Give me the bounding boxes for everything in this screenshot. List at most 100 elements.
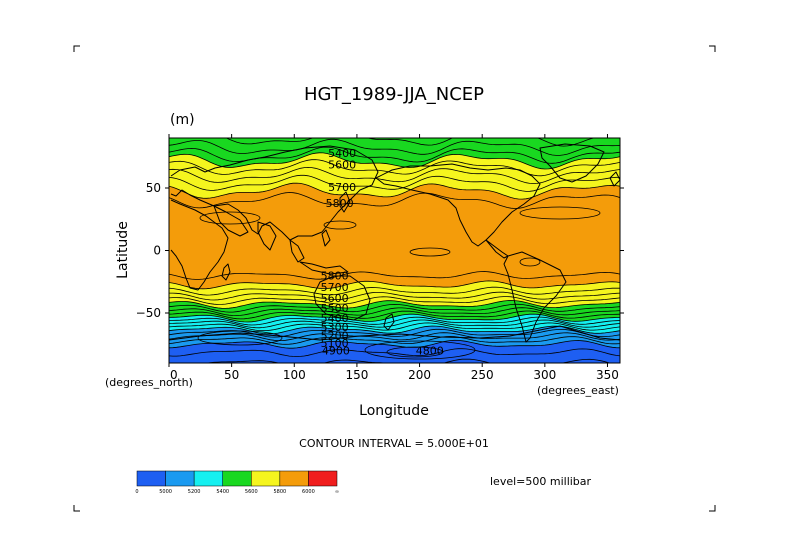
contour-label: 5500 [321,302,349,315]
closed-contours [197,206,601,360]
contour-labels: 5400560057005800580057005600550054005300… [321,147,444,358]
contour-s-5200 [169,325,620,335]
contour-interval-text: CONTOUR INTERVAL = 5.000E+01 [299,437,489,450]
contour-label: 5600 [321,292,349,305]
contour-n-5600 [169,152,620,170]
contour-n-5450 [225,138,596,147]
colorbar-swatch [193,470,223,487]
y-tick-label: 50 [146,181,161,195]
x-tick-label: 250 [471,368,494,382]
contour-s-5150 [169,328,620,338]
contour-label: 5100 [321,337,349,350]
coast-japan [339,191,351,213]
contour-s-5400 [169,313,620,323]
contour-s-5100 [169,332,620,341]
contour-s-5550 [169,303,620,313]
x-tick-label: 350 [596,368,619,382]
x-tick-label: 200 [408,368,431,382]
coast-new-zealand [383,313,395,331]
colorbar-swatch [308,470,338,487]
colorbar-swatch [251,470,281,487]
x-tick-label: 100 [283,368,306,382]
contour-s-5650 [169,296,620,305]
contour-s-5700 [169,291,620,301]
contour-label: 5700 [328,181,356,194]
y-axis-label: Latitude [115,221,131,279]
chart-title: HGT_1989-JJA_NCEP [304,84,484,105]
colorbar-label: 5200 [188,489,201,495]
coast-north-america [375,163,541,247]
x-tick-label: 300 [533,368,556,382]
coastlines [169,143,620,343]
y-axis: 50 0 −50 [136,181,624,320]
contour-n-5750 [169,174,620,192]
colorbar-swatch [165,470,195,487]
colorbar: 0 5000 5200 5400 5600 5800 6000 ∞ [135,470,339,495]
contour-s-5050 [169,335,620,345]
contour-lines [169,138,620,363]
crop-marks [73,45,716,512]
contour-label: 5300 [321,321,349,334]
band-north-5600 [169,138,620,169]
coast-south-america [503,251,567,343]
x-axis-label: Longitude [359,403,429,419]
coast-africa [170,199,229,291]
contour-label: 5700 [321,281,349,294]
colorbar-label: ∞ [335,489,339,495]
contour-s-4950 [169,348,620,358]
colorbar-label: 5400 [216,489,229,495]
y-tick-label: 0 [153,244,161,258]
x-unit-label: (degrees_east) [537,384,619,397]
coast-southeast-asia [289,239,305,263]
coast-madagascar [221,263,231,281]
contour-n-5800 [169,182,620,200]
contour-label: 4800 [416,345,444,358]
coast-indonesia [299,261,349,275]
x-tick-label: 50 [224,368,239,382]
contour-s-5850 [169,271,620,280]
contour-s-5500 [169,307,620,317]
x-tick-label: 0 [170,368,178,382]
contour-n-5500 [169,138,620,156]
level-text: level=500 millibar [490,475,592,488]
contour-n-5650 [169,159,620,177]
contour-label: 5200 [321,330,349,343]
contour-label: 5600 [328,158,356,171]
y-unit-label: (degrees_north) [105,376,193,389]
contour-label: 5400 [321,312,349,325]
contour-s-5350 [169,316,620,326]
coast-india [257,221,277,251]
colorbar-swatch [279,470,309,487]
colorbar-label: 5000 [159,489,172,495]
contour-n-5850 [169,192,620,209]
coast-uk [609,171,620,187]
contour-s-4900 [204,358,612,363]
coast-greenland [539,143,605,183]
contour-label: 5800 [326,197,354,210]
contour-label: 4900 [322,345,350,358]
contour-s-5750 [169,286,620,296]
contour-s-5450 [169,310,620,320]
colorbar-label: 0 [135,489,138,495]
contour-s-5800 [169,280,620,290]
colorbar-label: 5600 [245,489,258,495]
contour-s-5250 [169,322,620,332]
y-tick-label: −50 [136,306,161,320]
contour-label: 5800 [321,270,349,283]
colorbar-swatch [222,470,252,487]
contour-n-5700 [169,166,620,185]
contour-s-5300 [169,319,620,329]
coast-australia [313,275,371,321]
x-tick-label: 150 [345,368,368,382]
x-axis: 0 50 100 150 200 250 300 350 [168,134,619,382]
units-label: (m) [170,112,195,128]
coast-arabia [213,205,249,237]
colorbar-label: 6000 [302,489,315,495]
contour-label: 5400 [328,147,356,160]
band-south-5000 [169,340,620,363]
coast-philippines [321,229,331,247]
coast-europe-asia-north [170,145,379,241]
coast-antarctica [169,325,620,341]
contour-s-5000 [169,339,620,349]
